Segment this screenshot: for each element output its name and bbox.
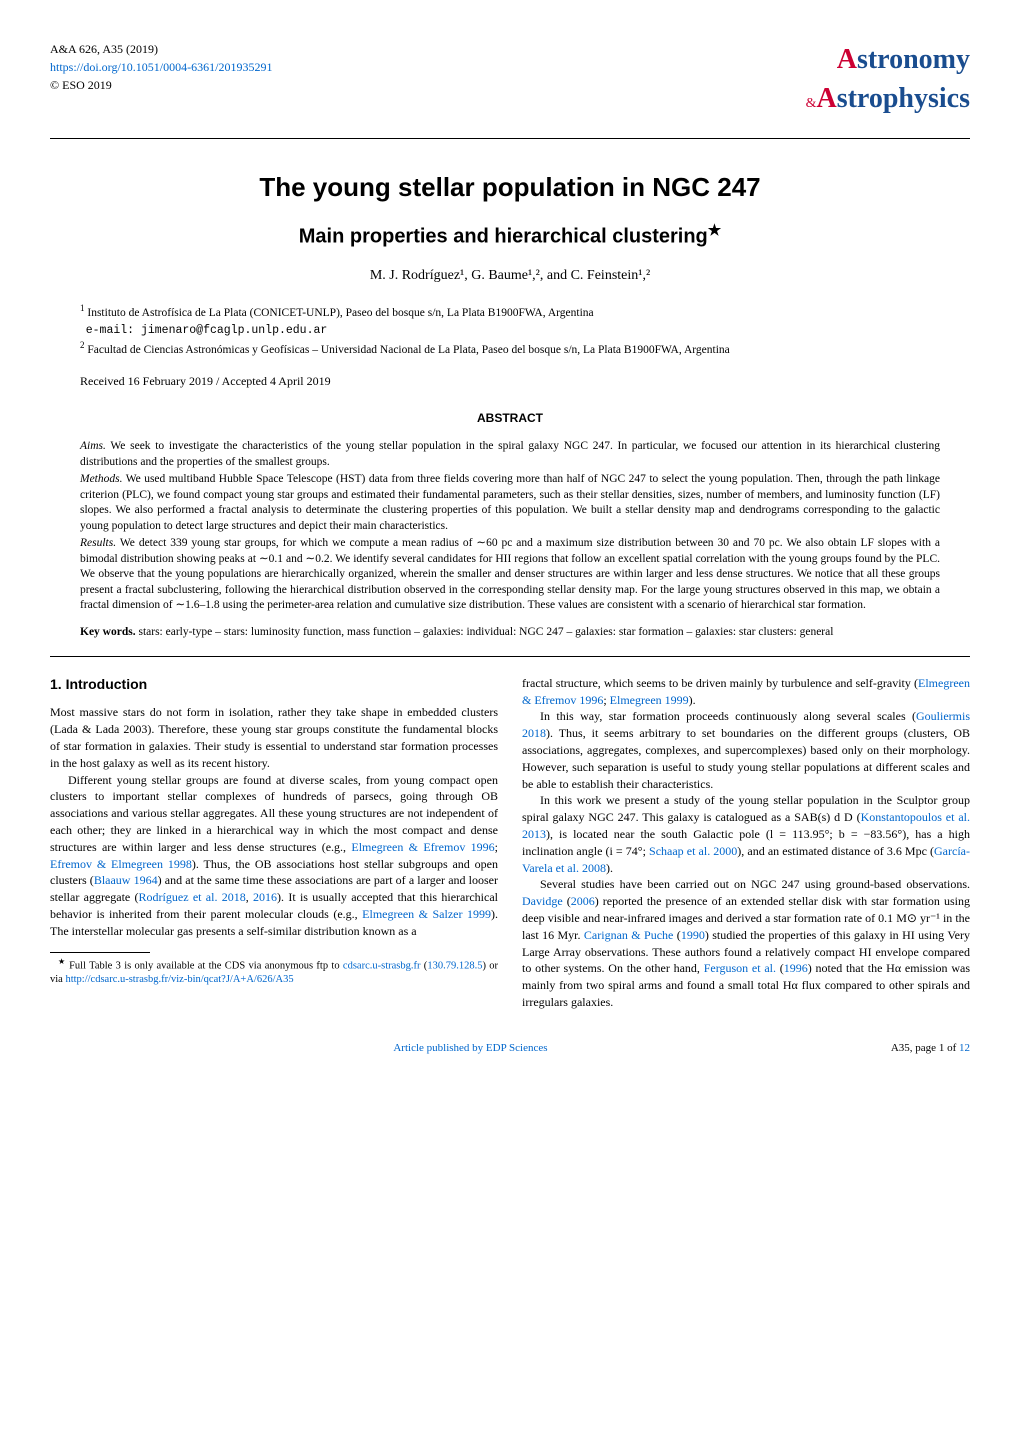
abstract-rule bbox=[50, 656, 970, 657]
doi-link[interactable]: https://doi.org/10.1051/0004-6361/201935… bbox=[50, 60, 272, 74]
two-column-body: 1. Introduction Most massive stars do no… bbox=[50, 675, 970, 1011]
authors: M. J. Rodríguez¹, G. Baume¹,², and C. Fe… bbox=[50, 266, 970, 286]
ref-link[interactable]: Elmegreen 1999 bbox=[610, 693, 689, 707]
logo-ampersand: & bbox=[806, 96, 817, 111]
journal-logo: Astronomy &Astrophysics bbox=[806, 40, 970, 118]
publisher-link[interactable]: Article published by EDP Sciences bbox=[393, 1041, 547, 1056]
header-row: A&A 626, A35 (2019) https://doi.org/10.1… bbox=[50, 40, 970, 118]
intro-p1: Most massive stars do not form in isolat… bbox=[50, 704, 498, 771]
page-number: A35, page 1 of 12 bbox=[891, 1041, 970, 1056]
ref-link[interactable]: Schaap et al. 2000 bbox=[649, 844, 737, 858]
ref-link[interactable]: Elmegreen & Efremov 1996 bbox=[351, 840, 494, 854]
header-rule bbox=[50, 138, 970, 139]
abstract-body: Aims. We seek to investigate the charact… bbox=[80, 439, 940, 614]
right-column: fractal structure, which seems to be dri… bbox=[522, 675, 970, 1011]
affiliation-2: 2 Facultad de Ciencias Astronómicas y Ge… bbox=[80, 339, 940, 359]
section-1-heading: 1. Introduction bbox=[50, 675, 498, 695]
intro-p2: Different young stellar groups are found… bbox=[50, 772, 498, 940]
ref-link[interactable]: 1990 bbox=[681, 928, 705, 942]
keywords: Key words. stars: early-type – stars: lu… bbox=[80, 624, 940, 640]
ref-link[interactable]: Ferguson et al. bbox=[704, 961, 776, 975]
cds-ip-link[interactable]: 130.79.128.5 bbox=[427, 960, 482, 971]
cds-link[interactable]: cdsarc.u-strasbg.fr bbox=[343, 960, 421, 971]
affiliations: 1 Instituto de Astrofísica de La Plata (… bbox=[80, 302, 940, 359]
received-accepted-dates: Received 16 February 2019 / Accepted 4 A… bbox=[80, 373, 940, 390]
ref-link[interactable]: Carignan & Puche bbox=[584, 928, 673, 942]
copyright: © ESO 2019 bbox=[50, 78, 112, 92]
ref-link[interactable]: Rodríguez et al. 2018 bbox=[139, 890, 246, 904]
journal-citation: A&A 626, A35 (2019) bbox=[50, 42, 158, 56]
logo-astronomy: Astronomy bbox=[806, 40, 970, 79]
logo-astrophysics: Astrophysics bbox=[816, 83, 970, 114]
ref-link[interactable]: Blaauw 1964 bbox=[94, 873, 158, 887]
total-pages-link[interactable]: 12 bbox=[959, 1042, 970, 1054]
abstract-results: Results. We detect 339 young star groups… bbox=[80, 536, 940, 614]
cds-url-link[interactable]: http://cdsarc.u-strasbg.fr/viz-bin/qcat?… bbox=[65, 974, 293, 985]
right-p3: In this work we present a study of the y… bbox=[522, 792, 970, 876]
paper-title: The young stellar population in NGC 247 bbox=[50, 169, 970, 205]
ref-link[interactable]: Efremov & Elmegreen 1998 bbox=[50, 857, 192, 871]
ref-link[interactable]: 2006 bbox=[571, 894, 595, 908]
journal-info: A&A 626, A35 (2019) https://doi.org/10.1… bbox=[50, 40, 272, 94]
page-footer: Article published by EDP Sciences A35, p… bbox=[50, 1041, 970, 1056]
footnote-rule bbox=[50, 952, 150, 953]
abstract-aims: Aims. We seek to investigate the charact… bbox=[80, 439, 940, 470]
abstract-heading: ABSTRACT bbox=[50, 410, 970, 427]
footnote: ★ Full Table 3 is only available at the … bbox=[50, 957, 498, 988]
affiliation-1: 1 Instituto de Astrofísica de La Plata (… bbox=[80, 302, 940, 339]
paper-subtitle: Main properties and hierarchical cluster… bbox=[50, 220, 970, 251]
ref-link[interactable]: 2016 bbox=[253, 890, 277, 904]
right-p1: fractal structure, which seems to be dri… bbox=[522, 675, 970, 709]
author-email: e-mail: jimenaro@fcaglp.unlp.edu.ar bbox=[86, 324, 328, 337]
right-p4: Several studies have been carried out on… bbox=[522, 876, 970, 1010]
ref-link[interactable]: Davidge bbox=[522, 894, 563, 908]
ref-link[interactable]: Elmegreen & Salzer 1999 bbox=[362, 907, 491, 921]
abstract-methods: Methods. We used multiband Hubble Space … bbox=[80, 472, 940, 534]
ref-link[interactable]: 1996 bbox=[784, 961, 808, 975]
right-p2: In this way, star formation proceeds con… bbox=[522, 708, 970, 792]
left-column: 1. Introduction Most massive stars do no… bbox=[50, 675, 498, 1011]
